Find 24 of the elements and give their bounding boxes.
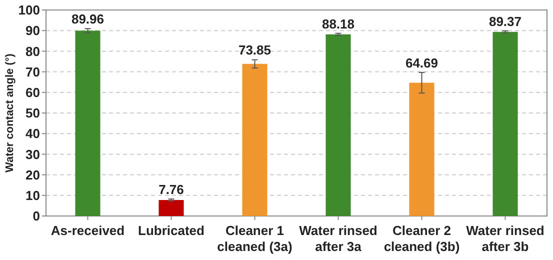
y-tick-label: 100	[18, 2, 40, 18]
data-label: 89.96	[71, 12, 104, 27]
x-tick-label: Cleaner 1 cleaned (3a)	[217, 223, 292, 254]
y-tick-label: 20	[26, 167, 40, 182]
data-label: 89.37	[488, 14, 522, 29]
y-tick-label: 70	[26, 64, 40, 80]
y-axis-title: Water contact angle (°)	[4, 53, 16, 172]
y-tick-label: 80	[26, 44, 40, 59]
data-label: 64.69	[405, 55, 438, 70]
data-label: 73.85	[238, 42, 272, 58]
y-tick-label: 40	[26, 126, 40, 142]
y-tick-label: 0	[32, 208, 40, 224]
y-tick-label: 60	[26, 84, 40, 100]
data-label: 7.76	[158, 182, 184, 197]
x-tick-label: Lubricated	[138, 223, 205, 238]
y-tick-label: 10	[26, 188, 40, 203]
y-tick-label: 30	[26, 146, 40, 162]
x-tick-label: Water rinsed after 3b	[466, 223, 544, 254]
y-tick-label: 90	[26, 23, 40, 38]
y-tick-label: 50	[26, 106, 40, 121]
x-tick-label: As-received	[50, 223, 125, 238]
x-tick-label: Water rinsed after 3a	[299, 223, 378, 254]
x-tick-label: Cleaner 2 cleaned (3b)	[384, 223, 460, 254]
data-label: 88.18	[322, 16, 355, 32]
